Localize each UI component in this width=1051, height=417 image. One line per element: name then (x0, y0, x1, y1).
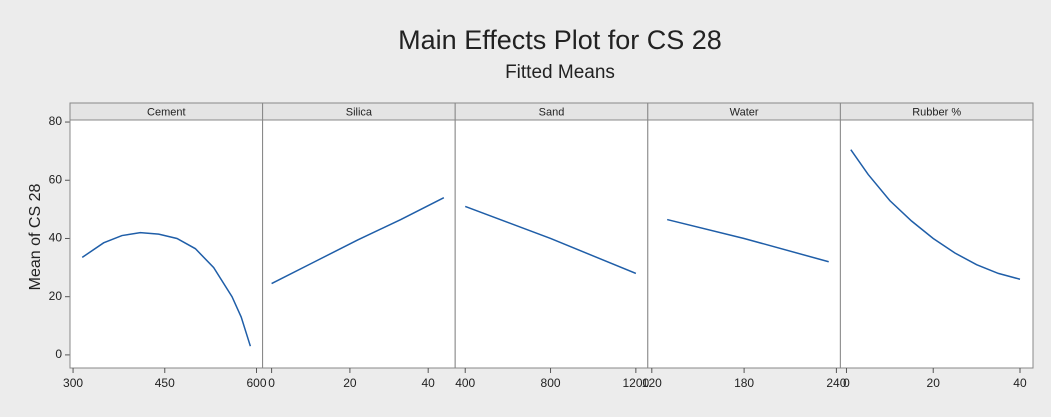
effect-line (850, 149, 1021, 280)
y-axis-label: Mean of CS 28 (27, 184, 44, 291)
panel-strip (839, 102, 1034, 121)
plot-area (647, 119, 841, 369)
x-tick-label: 40 (1013, 376, 1027, 390)
effect-line (667, 218, 829, 263)
plot-area (839, 119, 1034, 369)
y-tick-label: 20 (49, 289, 63, 303)
x-tick-label: 180 (734, 376, 754, 390)
y-tick-label: 80 (49, 114, 63, 128)
panel-label: Silica (346, 106, 373, 118)
y-tick-label: 0 (55, 347, 62, 361)
x-tick-label: 300 (63, 376, 83, 390)
x-tick-label: 20 (927, 376, 941, 390)
y-tick-label: 40 (49, 231, 63, 245)
plot-area (69, 119, 264, 369)
x-tick-label: 400 (455, 376, 475, 390)
panel-label: Sand (539, 106, 565, 118)
plot-area (454, 119, 649, 369)
x-tick-label: 0 (843, 376, 850, 390)
x-tick-label: 120 (642, 376, 662, 390)
x-tick-label: 600 (246, 376, 266, 390)
x-tick-label: 450 (155, 376, 175, 390)
x-tick-label: 240 (826, 376, 846, 390)
chart-title: Main Effects Plot for CS 28 (398, 25, 722, 55)
x-tick-label: 20 (343, 376, 357, 390)
panel-label: Cement (147, 106, 186, 118)
x-tick-label: 1200 (623, 376, 650, 390)
effect-line (271, 197, 445, 285)
x-tick-label: 0 (268, 376, 275, 390)
effect-line (464, 205, 637, 275)
effect-line (81, 231, 252, 347)
chart-subtitle: Fitted Means (505, 62, 615, 83)
x-tick-label: 40 (422, 376, 436, 390)
panel-label: Rubber % (912, 106, 961, 118)
y-tick-label: 60 (49, 172, 63, 186)
x-tick-label: 800 (541, 376, 561, 390)
panel-label: Water (730, 106, 759, 118)
plot-area (262, 119, 456, 369)
